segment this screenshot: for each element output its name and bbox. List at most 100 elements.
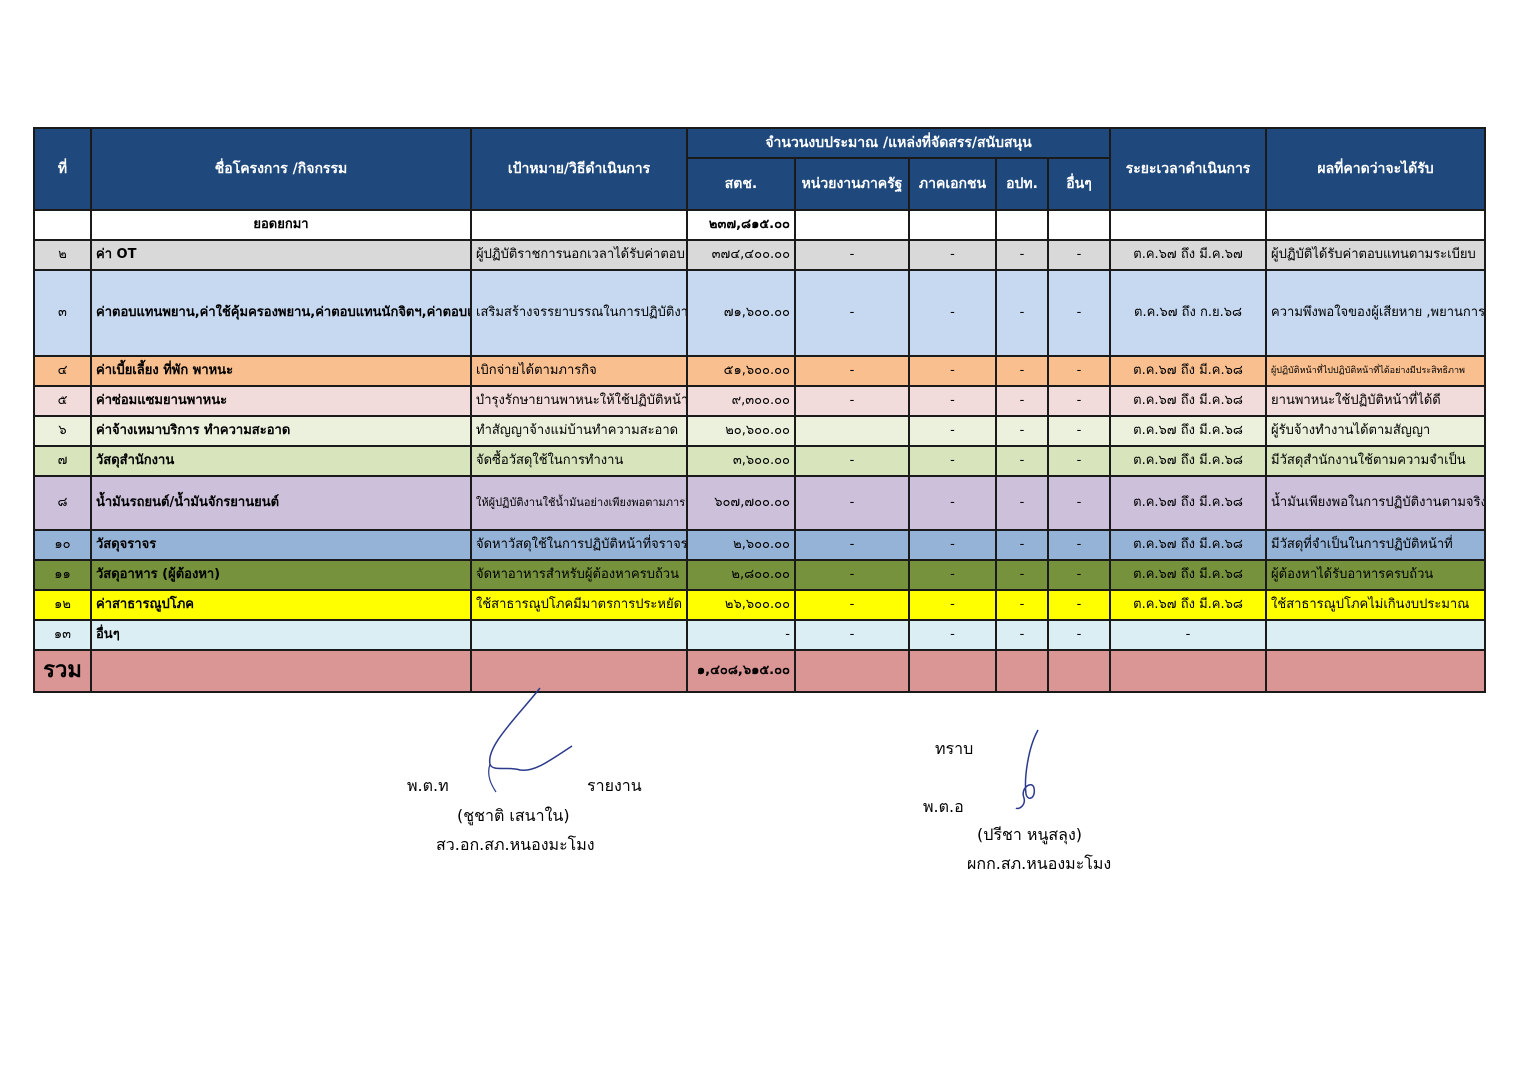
goal-text: เสริมสร้างจรรยาบรรณในการปฏิบัติงานสอบสวน [470,269,688,357]
local-source: - [995,475,1049,531]
goal-text [470,619,688,651]
local-source: - [995,355,1049,387]
goal-text: ใช้สาธารณูปโภคมีมาตรการประหยัด [470,589,688,621]
total-row: รวม ๑,๔๐๘,๖๑๕.๐๐ [33,649,1487,693]
result-text: ผู้ปฏิบัติได้รับค่าตอบแทนตามระเบียบ [1265,239,1487,271]
local-source: - [995,619,1049,651]
police-budget-amount: ๖๐๗,๗๐๐.๐๐ [686,475,796,531]
police-budget-amount: ๗๑,๖๐๐.๐๐ [686,269,796,357]
police-budget-amount: ๕๑,๖๐๐.๐๐ [686,355,796,387]
project-name: ค่าตอบแทนพยาน,ค่าใช้คุ้มครองพยาน,ค่าตอบแ… [90,269,472,357]
left-action: รายงาน [587,776,642,795]
table-row: ๑๑ วัสดุอาหาร (ผู้ต้องหา) จัดหาอาหารสำหรับ… [33,559,1487,591]
period-text: ต.ค.๖๗ ถึง มี.ค.๖๘ [1109,559,1268,591]
period-text: ต.ค.๖๗ ถึง ก.ย.๖๘ [1109,269,1268,357]
private-source: - [908,475,997,531]
other-source: - [1046,415,1112,447]
header-budget-group: จำนวนงบประมาณ /แหล่งที่จัดสรร/สนับสนุน [685,127,1112,159]
other-source: - [1046,475,1112,531]
period-text: ต.ค.๖๗ ถึง มี.ค.๖๗ [1109,239,1268,271]
police-budget-amount: ๒๖,๖๐๐.๐๐ [686,589,796,621]
local-source: - [995,559,1049,591]
project-name: ค่าสาธารณูปโภค [90,589,472,621]
other-source: - [1046,269,1112,357]
total-label: รวม [33,649,92,693]
row-number: ๒ [33,239,92,271]
budget-table: ที่ ชื่อโครงการ /กิจกรรม เป้าหมาย/วิธีดำ… [33,127,1487,693]
row-number: ๔ [33,355,92,387]
total-amount: ๑,๔๐๘,๖๑๕.๐๐ [686,649,796,693]
period-text: ต.ค.๖๗ ถึง มี.ค.๖๘ [1109,475,1268,531]
left-rank: พ.ต.ท [407,776,449,795]
government-source: - [794,529,910,561]
result-text: ใช้สาธารณูปโภคไม่เกินงบประมาณ [1265,589,1487,621]
government-source: - [794,385,910,417]
other-source: - [1046,445,1112,477]
other-source: - [1046,355,1112,387]
period-text: ต.ค.๖๗ ถึง มี.ค.๖๘ [1109,445,1268,477]
carry-forward-amount: ๒๓๗,๘๑๕.๐๐ [686,209,796,241]
other-source: - [1046,239,1112,271]
table-row: ๕ค่าซ่อมแซมยานพาหนะ บำรุงรักษายานพาหนะให้… [33,385,1487,417]
header-project: ชื่อโครงการ /กิจกรรม [90,127,472,211]
table-row: ๗วัสดุสำนักงาน จัดซื้อวัสดุใช้ในการทำงาน๓… [33,445,1487,477]
goal-text: เบิกจ่ายได้ตามภารกิจ [470,355,688,387]
row-number: ๑๒ [33,589,92,621]
government-source [794,415,910,447]
project-name: ค่า OT [90,239,472,271]
other-source: - [1046,529,1112,561]
private-source: - [908,415,997,447]
project-name: ค่าซ่อมแซมยานพาหนะ [90,385,472,417]
goal-text: จัดหาวัสดุใช้ในการปฏิบัติหน้าที่จราจร [470,529,688,561]
table-row: ๒ค่า OT ผู้ปฏิบัติราชการนอกเวลาได้รับค่าต… [33,239,1487,271]
result-text: มีวัสดุสำนักงานใช้ตามความจำเป็น [1265,445,1487,477]
period-text: ต.ค.๖๗ ถึง มี.ค.๖๘ [1109,355,1268,387]
government-source: - [794,355,910,387]
header-source-government: หน่วยงานภาครัฐ [794,157,910,211]
goal-text: จัดหาอาหารสำหรับผู้ต้องหาครบถ้วน [470,559,688,591]
left-name: (ชูชาติ เสนาใน) [457,806,570,825]
goal-text: ทำสัญญาจ้างแม่บ้านทำความสะอาด [470,415,688,447]
table-row: ๑๐ วัสดุจราจร จัดหาวัสดุใช้ในการปฏิบัติหน้… [33,529,1487,561]
local-source: - [995,589,1049,621]
header-period: ระยะเวลาดำเนินการ [1109,127,1268,211]
local-source: - [995,239,1049,271]
private-source: - [908,589,997,621]
table-row: ๔ค่าเบี้ยเลี้ยง ที่พัก พาหนะ เบิกจ่ายได้ต… [33,355,1487,387]
period-text: ต.ค.๖๗ ถึง มี.ค.๖๘ [1109,589,1268,621]
header-source-other: อื่นๆ [1046,157,1112,211]
row-number: ๖ [33,415,92,447]
row-number: ๑๑ [33,559,92,591]
project-name: อื่นๆ [90,619,472,651]
header-source-private: ภาคเอกชน [908,157,997,211]
government-source: - [794,269,910,357]
local-source: - [995,529,1049,561]
header-source-police: สตช. [686,157,796,211]
project-name: วัสดุจราจร [90,529,472,561]
police-budget-amount: ๙,๓๐๐.๐๐ [686,385,796,417]
goal-text: ผู้ปฏิบัติราชการนอกเวลาได้รับค่าตอบแทน [470,239,688,271]
police-budget-amount: ๓๗๔,๔๐๐.๐๐ [686,239,796,271]
goal-text: บำรุงรักษายานพาหนะให้ใช้ปฏิบัติหน้าที่ได… [470,385,688,417]
project-name: ค่าจ้างเหมาบริการ ทำความสะอาด [90,415,472,447]
police-budget-amount: ๒,๖๐๐.๐๐ [686,529,796,561]
government-source: - [794,445,910,477]
table-row: ๑๒ ค่าสาธารณูปโภค ใช้สาธารณูปโภคมีมาตรการป… [33,589,1487,621]
local-source: - [995,269,1049,357]
result-text: ยานพาหนะใช้ปฏิบัติหน้าที่ได้ดี [1265,385,1487,417]
private-source: - [908,355,997,387]
row-number: ๓ [33,269,92,357]
right-title: ผกก.สภ.หนองมะโมง [967,854,1112,873]
period-text: ต.ค.๖๗ ถึง มี.ค.๖๘ [1109,385,1268,417]
local-source: - [995,445,1049,477]
private-source: - [908,619,997,651]
right-rank: พ.ต.อ [923,797,964,816]
project-name: วัสดุอาหาร (ผู้ต้องหา) [90,559,472,591]
result-text: ผู้ต้องหาได้รับอาหารครบถ้วน [1265,559,1487,591]
right-signature-icon [1015,729,1039,810]
government-source: - [794,589,910,621]
police-budget-amount: - [686,619,796,651]
row-number: ๑๓ [33,619,92,651]
private-source: - [908,445,997,477]
header-source-local: อปท. [995,157,1049,211]
